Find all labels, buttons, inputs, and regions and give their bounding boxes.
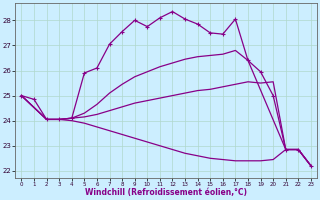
X-axis label: Windchill (Refroidissement éolien,°C): Windchill (Refroidissement éolien,°C) — [85, 188, 247, 197]
